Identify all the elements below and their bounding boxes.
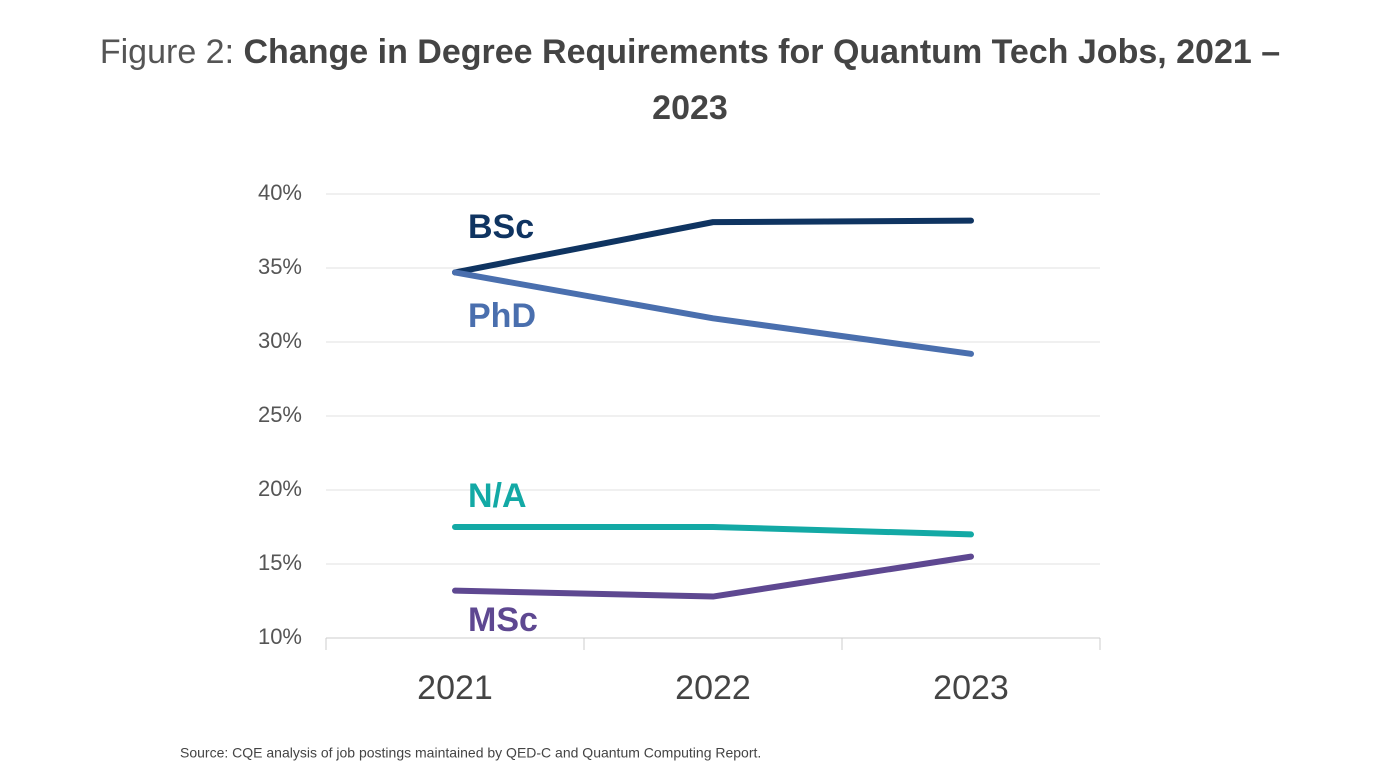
series-label: BSc [468,208,534,246]
source-note: Source: CQE analysis of job postings mai… [180,745,761,761]
series-label: MSc [468,601,538,639]
y-tick-label: 35% [258,254,302,279]
y-tick-label: 15% [258,550,302,575]
series-line [452,553,974,600]
y-tick-label: 30% [258,328,302,353]
figure-label: Figure 2: [99,33,235,71]
y-tick-label: 20% [258,476,302,501]
chart-title-block: Figure 2: Change in Degree Requirements … [65,24,1315,136]
x-tick-label: 2021 [417,669,493,707]
x-tick-label: 2023 [933,669,1009,707]
x-tick-label: 2022 [675,669,751,707]
series-line [452,217,974,276]
series-label: PhD [468,297,536,335]
series-label: N/A [468,477,527,515]
y-tick-label: 40% [258,180,302,205]
series-line [452,269,974,357]
series-line [452,524,974,538]
y-tick-label: 10% [258,624,302,649]
y-tick-label: 25% [258,402,302,427]
chart-title: Change in Degree Requirements for Quantu… [243,33,1281,127]
